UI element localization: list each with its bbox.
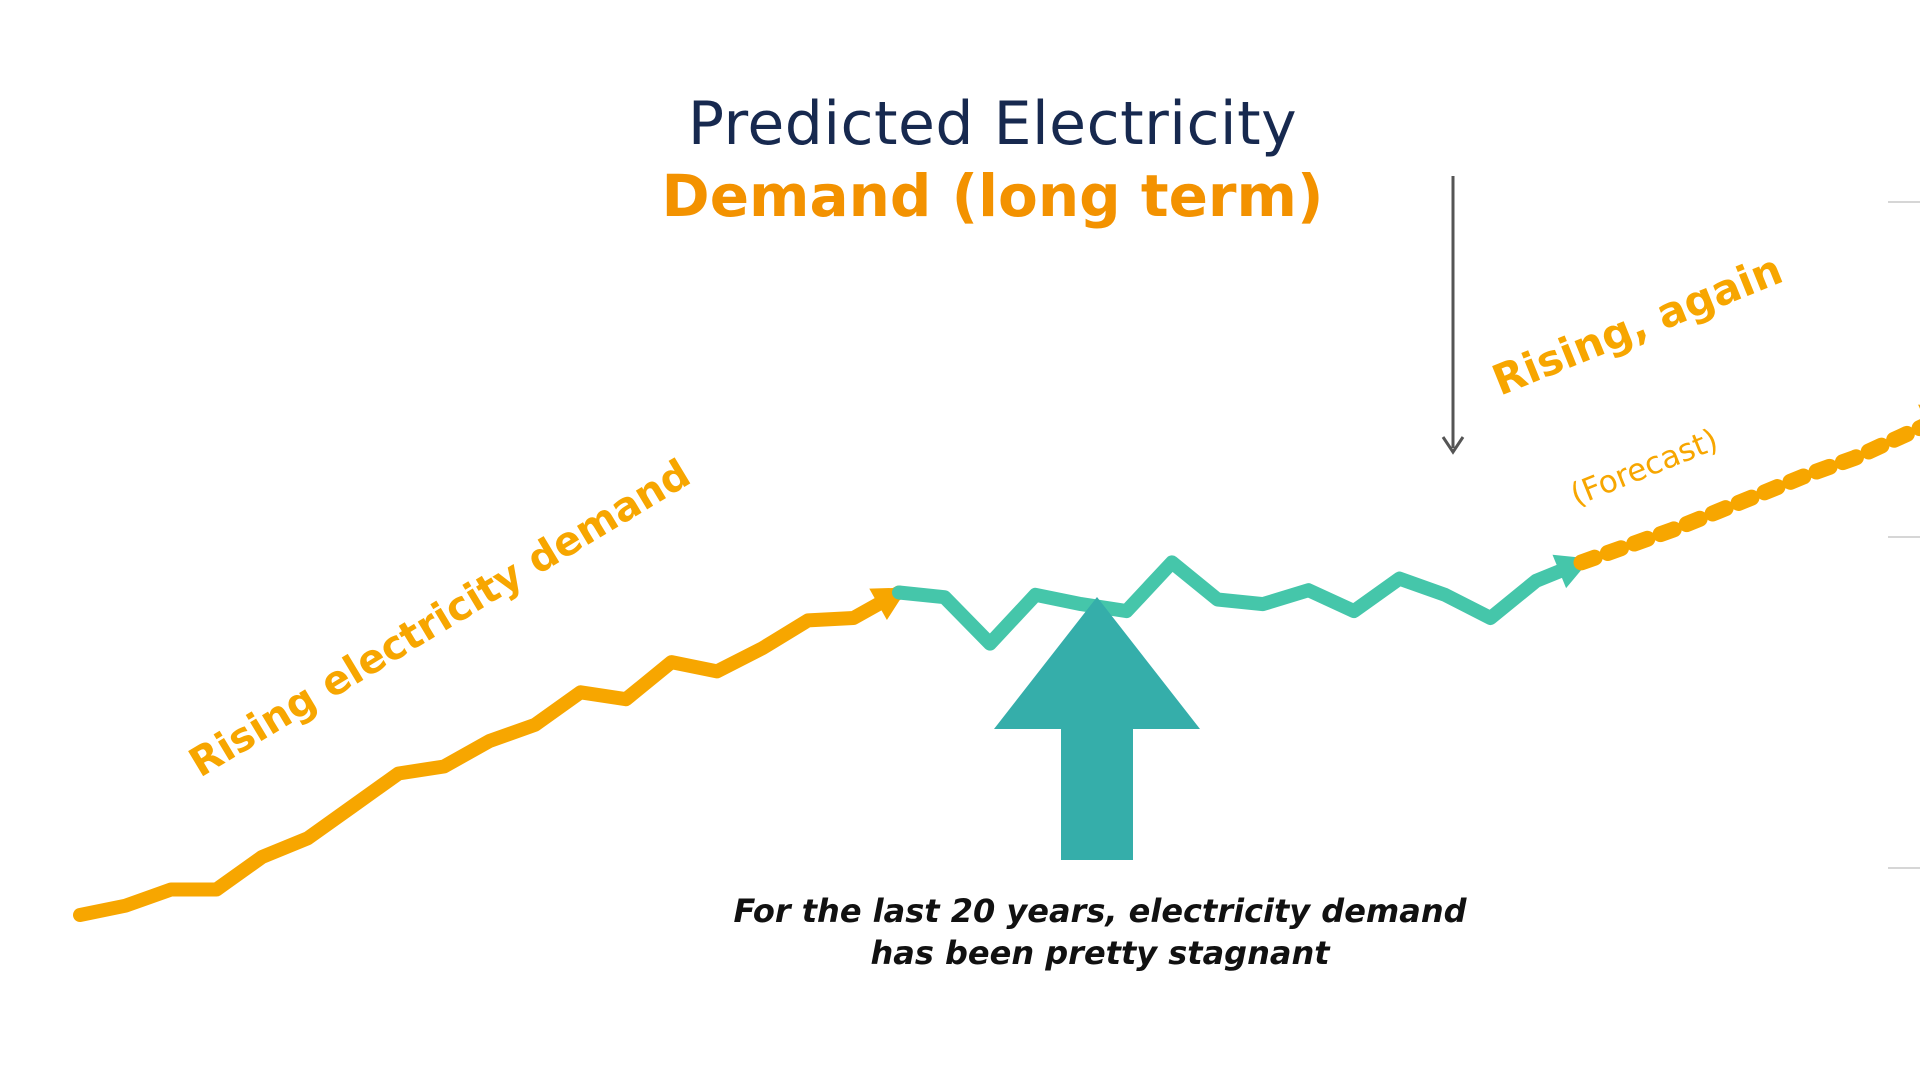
series-line	[1573, 419, 1920, 571]
title-line-2: Demand (long term)	[661, 162, 1324, 230]
stagnation-caption: For the last 20 years, electricity deman…	[660, 890, 1540, 974]
title-line-1: Predicted Electricity	[687, 89, 1298, 159]
chart-title: Predicted Electricity Demand (long term)	[0, 88, 1920, 232]
caption-line-1: For the last 20 years, electricity deman…	[733, 892, 1467, 930]
caption-line-2: has been pretty stagnant	[870, 934, 1330, 972]
forecast-label: (Forecast)	[1566, 422, 1724, 514]
rising-demand-label: Rising electricity demand	[181, 451, 698, 787]
series-line	[892, 555, 1589, 651]
stagnation-pointer-arrow	[994, 597, 1200, 860]
series-line	[73, 585, 906, 922]
axis-ticks	[1888, 201, 1920, 869]
series-layer	[73, 404, 1920, 922]
transition-marker-arrow	[1441, 176, 1465, 455]
series-2	[892, 554, 1591, 651]
rising-again-label: Rising, again	[1485, 245, 1789, 406]
